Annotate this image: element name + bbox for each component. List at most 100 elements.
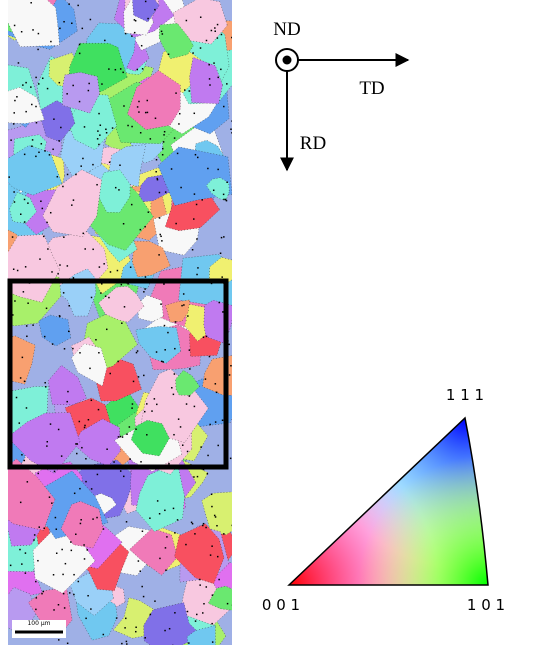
unindexed-pixel: [125, 618, 127, 620]
unindexed-pixel: [21, 454, 23, 456]
unindexed-pixel: [61, 455, 63, 457]
unindexed-pixel: [192, 249, 194, 251]
unindexed-pixel: [171, 387, 173, 389]
unindexed-pixel: [178, 123, 180, 125]
unindexed-pixel: [189, 90, 191, 92]
unindexed-pixel: [42, 208, 44, 210]
unindexed-pixel: [117, 361, 119, 363]
unindexed-pixel: [121, 284, 123, 286]
unindexed-pixel: [10, 565, 12, 567]
unindexed-pixel: [37, 560, 39, 562]
unindexed-pixel: [73, 594, 75, 596]
unindexed-pixel: [17, 270, 19, 272]
unindexed-pixel: [118, 436, 120, 438]
unindexed-pixel: [64, 607, 65, 609]
unindexed-pixel: [36, 122, 38, 124]
unindexed-pixel: [36, 597, 38, 599]
unindexed-pixel: [10, 139, 12, 141]
unindexed-pixel: [35, 609, 37, 611]
ipf-label-111: 1 1 1: [446, 386, 484, 404]
unindexed-pixel: [22, 357, 24, 359]
unindexed-pixel: [218, 302, 220, 304]
unindexed-pixel: [41, 143, 43, 145]
unindexed-pixel: [161, 31, 163, 33]
unindexed-pixel: [141, 45, 143, 47]
unindexed-pixel: [227, 603, 229, 605]
unindexed-pixel: [72, 85, 74, 87]
unindexed-pixel: [182, 444, 184, 446]
unindexed-pixel: [175, 321, 177, 323]
unindexed-pixel: [37, 473, 39, 475]
unindexed-pixel: [194, 113, 196, 115]
unindexed-pixel: [214, 515, 216, 517]
unindexed-pixel: [56, 528, 58, 530]
unindexed-pixel: [38, 83, 40, 85]
unindexed-pixel: [144, 226, 146, 228]
unindexed-pixel: [14, 201, 16, 203]
unindexed-pixel: [164, 510, 166, 512]
unindexed-pixel: [174, 137, 176, 139]
unindexed-pixel: [67, 391, 69, 393]
ipf-label-001: 0 0 1: [262, 596, 300, 614]
unindexed-pixel: [51, 502, 53, 504]
unindexed-pixel: [19, 422, 21, 424]
unindexed-pixel: [166, 536, 168, 538]
unindexed-pixel: [25, 572, 27, 574]
unindexed-pixel: [75, 443, 77, 445]
unindexed-pixel: [120, 470, 122, 472]
unindexed-pixel: [68, 3, 70, 5]
unindexed-pixel: [13, 123, 15, 125]
unindexed-pixel: [212, 594, 214, 596]
unindexed-pixel: [14, 25, 16, 27]
unindexed-pixel: [52, 149, 54, 151]
unindexed-pixel: [211, 623, 213, 625]
unindexed-pixel: [13, 268, 15, 270]
unindexed-pixel: [67, 265, 69, 267]
unindexed-pixel: [58, 604, 60, 606]
unindexed-pixel: [101, 83, 103, 85]
unindexed-pixel: [203, 603, 205, 605]
unindexed-pixel: [21, 31, 23, 33]
unindexed-pixel: [145, 112, 147, 114]
unindexed-pixel: [20, 502, 22, 504]
unindexed-pixel: [98, 113, 100, 115]
unindexed-pixel: [223, 106, 225, 108]
unindexed-pixel: [14, 100, 16, 102]
rd-label: RD: [300, 133, 326, 154]
unindexed-pixel: [103, 528, 105, 530]
unindexed-pixel: [163, 283, 165, 285]
unindexed-pixel: [82, 28, 84, 30]
unindexed-pixel: [53, 118, 55, 120]
unindexed-pixel: [175, 223, 177, 225]
unindexed-pixel: [86, 549, 88, 551]
unindexed-pixel: [14, 300, 16, 302]
unindexed-pixel: [32, 29, 34, 31]
unindexed-pixel: [187, 451, 189, 453]
unindexed-pixel: [216, 525, 218, 527]
unindexed-pixel: [85, 481, 87, 483]
unindexed-pixel: [215, 421, 217, 423]
unindexed-pixel: [215, 383, 217, 385]
unindexed-pixel: [73, 199, 75, 201]
unindexed-pixel: [92, 518, 94, 520]
unindexed-pixel: [228, 344, 230, 346]
unindexed-pixel: [76, 453, 78, 455]
unindexed-pixel: [112, 127, 114, 129]
unindexed-pixel: [35, 77, 37, 79]
unindexed-pixel: [79, 352, 81, 354]
unindexed-pixel: [205, 378, 207, 380]
unindexed-pixel: [46, 222, 48, 224]
unindexed-pixel: [194, 533, 196, 535]
unindexed-pixel: [37, 49, 39, 51]
unindexed-pixel: [155, 171, 157, 173]
unindexed-pixel: [133, 381, 135, 383]
unindexed-pixel: [35, 106, 37, 108]
unindexed-pixel: [232, 525, 234, 527]
unindexed-pixel: [33, 539, 35, 541]
unindexed-pixel: [230, 458, 232, 460]
unindexed-pixel: [121, 643, 123, 645]
unindexed-pixel: [91, 297, 93, 299]
unindexed-pixel: [231, 132, 233, 134]
unindexed-pixel: [163, 134, 165, 136]
unindexed-pixel: [67, 643, 69, 645]
